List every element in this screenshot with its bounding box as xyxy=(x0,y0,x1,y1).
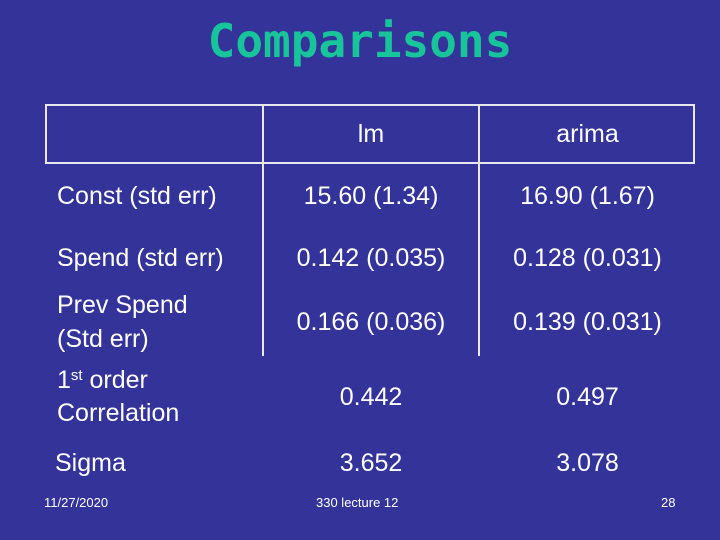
row-label-spend: Spend (std err) xyxy=(57,244,224,272)
cell-spend-arima: 0.128 (0.031) xyxy=(513,244,662,272)
footer-page-number: 28 xyxy=(661,495,676,510)
cell-prev-spend-lm: 0.166 (0.036) xyxy=(296,308,446,336)
comparison-table: lm arima Const (std err) 15.60 (1.34) 16… xyxy=(45,104,695,488)
row-label-prev-spend-line2: (Std err) xyxy=(57,325,149,353)
row-label-correlation-line2: Correlation xyxy=(57,399,180,427)
cell-const-lm: 15.60 (1.34) xyxy=(303,182,439,210)
cell-sigma-lm: 3.652 xyxy=(339,449,403,477)
ordinal-suffix: st xyxy=(70,367,83,384)
slide-title: Comparisons xyxy=(207,14,513,68)
column-divider-1 xyxy=(262,104,264,356)
footer-course: 330 lecture 12 xyxy=(316,495,399,510)
cell-correlation-arima: 0.497 xyxy=(556,383,619,411)
cell-correlation-lm: 0.442 xyxy=(339,383,403,411)
cell-spend-lm: 0.142 (0.035) xyxy=(296,244,446,272)
row-label-prev-spend-line1: Prev Spend xyxy=(57,291,188,319)
row-label-correlation-line1: 1st order xyxy=(57,363,148,397)
cell-sigma-arima: 3.078 xyxy=(556,449,619,477)
column-header-arima: arima xyxy=(556,120,619,148)
row-label-sigma: Sigma xyxy=(55,449,126,477)
row-label-const: Const (std err) xyxy=(57,182,217,210)
ordinal-word: order xyxy=(82,366,148,394)
column-header-lm: lm xyxy=(357,120,385,148)
cell-prev-spend-arima: 0.139 (0.031) xyxy=(513,308,662,336)
ordinal-number: 1 xyxy=(57,366,71,394)
cell-const-arima: 16.90 (1.67) xyxy=(520,182,655,210)
table-header-outline xyxy=(45,104,695,164)
column-divider-2 xyxy=(478,104,480,356)
footer-date: 11/27/2020 xyxy=(44,495,109,510)
